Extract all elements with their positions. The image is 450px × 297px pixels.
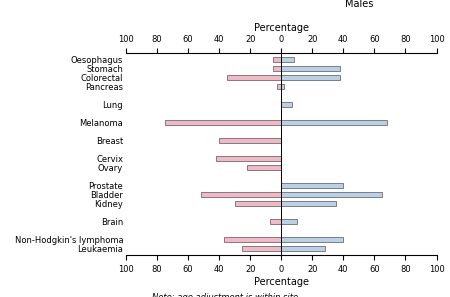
Bar	[281, 75, 340, 80]
Bar	[281, 120, 387, 125]
Bar	[224, 237, 281, 242]
Bar	[201, 192, 281, 197]
Bar	[281, 192, 382, 197]
X-axis label: Percentage: Percentage	[254, 23, 309, 33]
Bar	[243, 246, 281, 251]
X-axis label: Percentage: Percentage	[254, 277, 309, 287]
Bar	[281, 84, 284, 89]
Bar	[281, 66, 340, 71]
Bar	[281, 246, 325, 251]
Bar	[235, 201, 281, 206]
Bar	[227, 75, 281, 80]
Bar	[247, 165, 281, 170]
Bar	[277, 84, 281, 89]
Bar	[274, 57, 281, 62]
Bar	[281, 57, 294, 62]
Text: Males: Males	[345, 0, 373, 9]
Bar	[165, 120, 281, 125]
Bar	[219, 138, 281, 143]
Text: Note: age adjustment is within site: Note: age adjustment is within site	[152, 293, 298, 297]
Bar	[216, 156, 281, 161]
Bar	[281, 237, 343, 242]
Bar	[281, 102, 292, 107]
Bar	[281, 219, 297, 224]
Bar	[281, 201, 336, 206]
Bar	[281, 183, 343, 188]
Bar	[274, 66, 281, 71]
Bar	[270, 219, 281, 224]
